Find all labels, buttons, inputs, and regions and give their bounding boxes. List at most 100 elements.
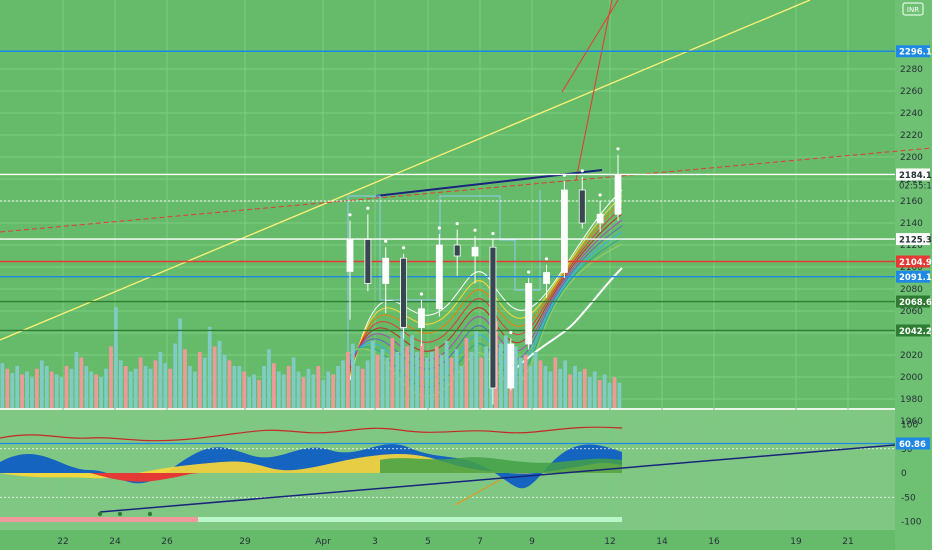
time-axis: 22 24 26 29 Apr 3 5 7 9 12 14 16 19 21 bbox=[57, 537, 853, 547]
volume-bar bbox=[321, 380, 326, 408]
trendline-red-dashed bbox=[0, 147, 932, 233]
y-tick-label: 1980 bbox=[900, 395, 923, 405]
volume-bar bbox=[400, 326, 405, 408]
volume-bar bbox=[523, 354, 528, 408]
volume-bar bbox=[163, 363, 168, 408]
y-tick-label: 2260 bbox=[900, 87, 923, 97]
volume-bar bbox=[138, 357, 143, 408]
volume-bar bbox=[276, 371, 281, 408]
volume-bar bbox=[558, 368, 563, 408]
state-bar-green bbox=[198, 517, 622, 522]
oscillator-area-red bbox=[90, 473, 200, 482]
volume-bar bbox=[370, 340, 375, 408]
volume-bar bbox=[538, 360, 543, 408]
price-candles bbox=[346, 147, 622, 405]
signal-dot bbox=[491, 231, 495, 236]
volume-bar bbox=[365, 360, 370, 408]
price-label: 2068.61 bbox=[899, 298, 932, 308]
oscillator-level-label-bg bbox=[896, 437, 930, 450]
volume-bar bbox=[178, 318, 182, 408]
volume-bar bbox=[15, 366, 20, 408]
volume-bar bbox=[296, 371, 301, 408]
volume-bar bbox=[518, 357, 523, 408]
volume-bar bbox=[207, 326, 212, 408]
volume-bar bbox=[380, 349, 385, 408]
signal-dot bbox=[437, 226, 441, 230]
volume-bar bbox=[94, 374, 99, 408]
volume-bar bbox=[79, 357, 84, 408]
volume-bar bbox=[484, 346, 489, 408]
volume-bar bbox=[311, 374, 316, 408]
volume-bar bbox=[479, 357, 484, 408]
volume-bar bbox=[410, 335, 414, 408]
price-label: 2184.11 bbox=[899, 171, 932, 181]
volume-bar bbox=[578, 371, 582, 408]
volume-bar bbox=[74, 352, 79, 408]
x-tick-label: 24 bbox=[109, 537, 121, 547]
volume-bar bbox=[232, 366, 237, 408]
volume-bar bbox=[84, 366, 89, 408]
y-tick-label: 2140 bbox=[900, 219, 923, 229]
price-label-bg bbox=[896, 45, 930, 58]
price-label-bg bbox=[896, 270, 930, 283]
signal-dot bbox=[509, 330, 513, 335]
price-label-bg bbox=[896, 233, 930, 246]
price-label-bg bbox=[896, 295, 930, 308]
x-tick-label: 26 bbox=[161, 537, 173, 547]
volume-bar bbox=[286, 366, 291, 408]
volume-bar bbox=[35, 368, 39, 408]
volume-bar bbox=[449, 357, 454, 408]
x-tick-label: 7 bbox=[477, 537, 483, 547]
x-tick-label: 16 bbox=[708, 537, 720, 547]
oscillator-signal-dot bbox=[97, 511, 103, 517]
price-label: 2296.14 bbox=[899, 48, 932, 58]
volume-bar bbox=[291, 357, 296, 408]
volume-bar bbox=[272, 363, 276, 408]
oscillator-trendline bbox=[99, 444, 896, 513]
volume-bar bbox=[415, 352, 419, 408]
volume-bar bbox=[617, 382, 622, 408]
candle-body bbox=[382, 257, 390, 284]
oscillator-y-tick-label: 100 bbox=[901, 421, 918, 431]
x-tick-label: 12 bbox=[604, 537, 615, 547]
y-tick-label: 2080 bbox=[900, 285, 923, 295]
signal-dot bbox=[544, 257, 549, 261]
volume-bar bbox=[99, 377, 103, 408]
volume-bar bbox=[474, 329, 479, 408]
volume-bar bbox=[306, 368, 311, 408]
signal-dot bbox=[384, 239, 388, 243]
signal-dot bbox=[598, 193, 602, 197]
oscillator-signal-dot bbox=[117, 511, 123, 517]
volume-bar bbox=[429, 352, 434, 408]
price-label-bg bbox=[896, 168, 930, 181]
y-tick-label: 2280 bbox=[900, 65, 923, 75]
x-tick-label: 19 bbox=[790, 537, 802, 547]
candle-body bbox=[507, 343, 515, 389]
volume-bar bbox=[563, 360, 567, 408]
x-tick-label: 29 bbox=[239, 537, 251, 547]
volume-bar bbox=[188, 366, 192, 408]
volume-bar bbox=[607, 382, 612, 408]
volume-bar bbox=[69, 368, 74, 408]
signal-dot bbox=[366, 206, 370, 210]
volume-bar bbox=[10, 373, 15, 408]
volume-bar bbox=[459, 366, 464, 408]
volume-bar bbox=[533, 352, 538, 408]
volume-bar bbox=[444, 340, 449, 408]
currency-badge[interactable]: INR bbox=[902, 2, 924, 16]
volume-bar bbox=[350, 343, 355, 408]
signal-dot bbox=[473, 228, 477, 232]
candle-body bbox=[525, 283, 533, 345]
y-tick-label: 2160 bbox=[900, 197, 923, 207]
price-label-bg bbox=[896, 324, 930, 337]
oscillator-signal-dot bbox=[147, 511, 153, 517]
volume-bar bbox=[197, 352, 202, 408]
volume-bar bbox=[385, 357, 390, 408]
volume-bar bbox=[128, 371, 133, 408]
volume-bar bbox=[5, 368, 10, 408]
oscillator-pane bbox=[0, 426, 896, 522]
volume-bar bbox=[360, 368, 365, 408]
volume-bar bbox=[281, 374, 286, 408]
volume-bar bbox=[336, 366, 340, 408]
